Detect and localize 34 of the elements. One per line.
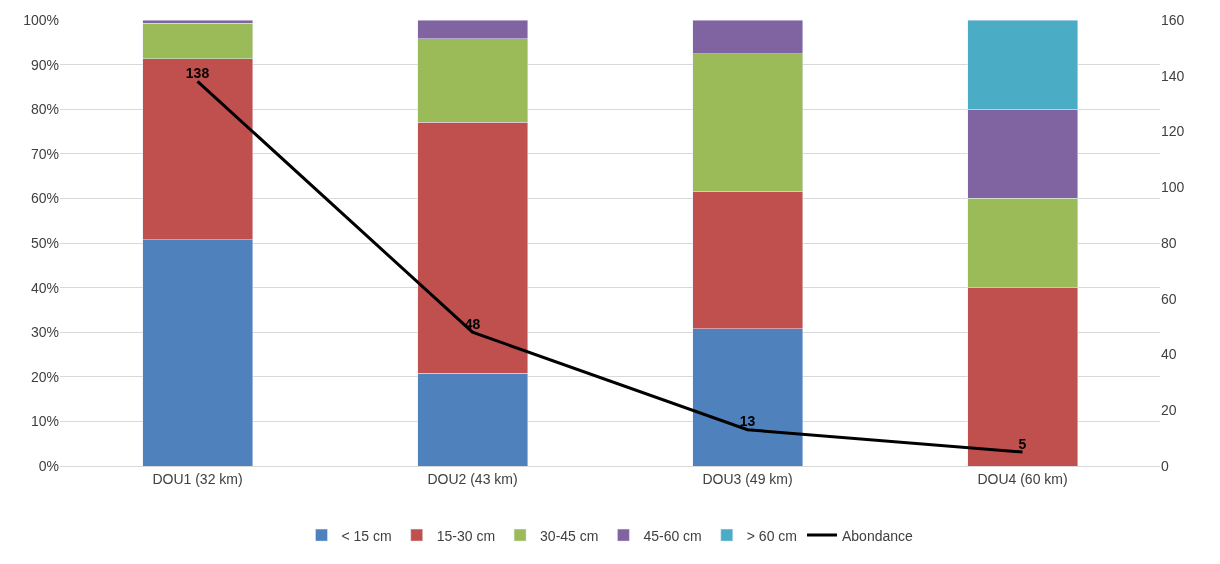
data-label: 13 <box>739 413 756 430</box>
y2-tick-label: 140 <box>1161 67 1185 84</box>
y2-tick-label: 100 <box>1161 179 1185 196</box>
y-tick-label: 100% <box>23 11 59 28</box>
y2-tick-label: 120 <box>1161 123 1185 140</box>
y-tick-label: 0% <box>38 457 59 474</box>
legend-label: 15-30 cm <box>436 527 496 544</box>
x-tick-label: DOU1 (32 km) <box>152 470 243 487</box>
legend-label: 30-45 cm <box>540 527 599 544</box>
y2-tick-label: 0 <box>1161 457 1169 474</box>
y2-tick-label: 20 <box>1161 402 1177 419</box>
legend-label: > 60 cm <box>746 527 797 544</box>
legend-label: 45-60 cm <box>643 527 702 544</box>
y-tick-label: 60% <box>30 190 59 207</box>
x-tick-label: DOU3 (49 km) <box>702 470 793 487</box>
data-label: 5 <box>1018 435 1027 452</box>
y-tick-label: 80% <box>30 101 59 118</box>
y-tick-label: 20% <box>30 368 59 385</box>
y2-tick-label: 160 <box>1161 11 1185 28</box>
y2-tick-label: 60 <box>1161 290 1177 307</box>
y-tick-label: 10% <box>30 413 59 430</box>
y-tick-label: 30% <box>30 324 59 341</box>
x-tick-label: DOU4 (60 km) <box>977 470 1068 487</box>
data-label: 138 <box>185 64 210 81</box>
y2-tick-label: 40 <box>1161 346 1177 363</box>
x-tick-label: DOU2 (43 km) <box>427 470 518 487</box>
y-tick-label: 70% <box>30 145 59 162</box>
line-series <box>196 79 1024 454</box>
legend-label: < 15 cm <box>341 527 392 544</box>
y-tick-label: 90% <box>30 56 59 73</box>
legend-label: Abondance <box>841 527 914 544</box>
y-tick-label: 40% <box>30 279 59 296</box>
y-tick-label: 50% <box>30 234 59 251</box>
y2-tick-label: 80 <box>1161 234 1177 251</box>
